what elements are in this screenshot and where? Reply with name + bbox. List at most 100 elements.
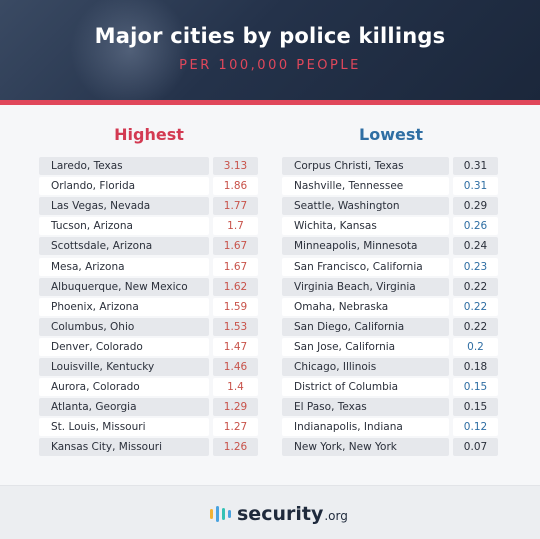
lowest-city-name: Indianapolis, Indiana: [282, 418, 449, 437]
lowest-heading: Lowest: [359, 125, 423, 144]
table-row: Denver, Colorado 1.47: [39, 337, 258, 357]
lowest-rate-value: 0.12: [453, 418, 498, 437]
highest-city-name: Denver, Colorado: [39, 337, 209, 356]
highest-rate-value: 1.29: [213, 398, 258, 417]
table-row: Scottsdale, Arizona 1.67: [39, 236, 258, 256]
highest-rate-value: 1.27: [213, 418, 258, 437]
table-row: St. Louis, Missouri 1.27: [39, 417, 258, 437]
security-org-logo: security .org: [210, 500, 348, 528]
logo-bar: [222, 508, 225, 520]
lowest-table: Corpus Christi, Texas 0.31 Nashville, Tenn…: [282, 156, 498, 457]
highest-rate-value: 1.59: [213, 297, 258, 316]
highest-heading: Highest: [114, 125, 184, 144]
table-row: Orlando, Florida 1.86: [39, 176, 258, 196]
table-row: San Diego, California 0.22: [282, 317, 498, 337]
highest-city-name: Tucson, Arizona: [39, 217, 209, 236]
table-row: Wichita, Kansas 0.26: [282, 216, 498, 236]
highest-city-name: Aurora, Colorado: [39, 378, 209, 397]
table-row: Albuquerque, New Mexico 1.62: [39, 277, 258, 297]
highest-city-name: Louisville, Kentucky: [39, 357, 209, 376]
background-photo: [70, 0, 190, 100]
highest-city-name: St. Louis, Missouri: [39, 418, 209, 437]
lowest-city-name: Corpus Christi, Texas: [282, 157, 449, 176]
lowest-city-name: San Jose, California: [282, 337, 449, 356]
lowest-rate-value: 0.22: [453, 317, 498, 336]
table-row: Kansas City, Missouri 1.26: [39, 437, 258, 457]
table-row: Mesa, Arizona 1.67: [39, 256, 258, 276]
lowest-city-name: Wichita, Kansas: [282, 217, 449, 236]
lowest-city-name: Seattle, Washington: [282, 197, 449, 216]
highest-city-name: Scottsdale, Arizona: [39, 237, 209, 256]
lowest-rate-value: 0.26: [453, 217, 498, 236]
table-row: Laredo, Texas 3.13: [39, 156, 258, 176]
lowest-rate-value: 0.29: [453, 197, 498, 216]
highest-rate-value: 3.13: [213, 157, 258, 176]
logo-bar: [228, 510, 231, 518]
table-row: New York, New York 0.07: [282, 437, 498, 457]
lowest-city-name: El Paso, Texas: [282, 398, 449, 417]
highest-rate-value: 1.26: [213, 438, 258, 457]
table-row: Seattle, Washington 0.29: [282, 196, 498, 216]
logo-bar: [210, 509, 213, 519]
lowest-city-name: Omaha, Nebraska: [282, 297, 449, 316]
lowest-city-name: Minneapolis, Minnesota: [282, 237, 449, 256]
table-row: Las Vegas, Nevada 1.77: [39, 196, 258, 216]
highest-table: Laredo, Texas 3.13 Orlando, Florida 1.86 Las…: [39, 156, 258, 457]
accent-divider: [0, 100, 540, 105]
table-row: Phoenix, Arizona 1.59: [39, 297, 258, 317]
highest-city-name: Albuquerque, New Mexico: [39, 277, 209, 296]
lowest-rate-value: 0.15: [453, 378, 498, 397]
lowest-city-name: District of Columbia: [282, 378, 449, 397]
highest-rate-value: 1.86: [213, 177, 258, 196]
table-row: Minneapolis, Minnesota 0.24: [282, 236, 498, 256]
table-row: Aurora, Colorado 1.4: [39, 377, 258, 397]
lowest-city-name: San Francisco, California: [282, 257, 449, 276]
lowest-city-name: Chicago, Illinois: [282, 357, 449, 376]
highest-rate-value: 1.62: [213, 277, 258, 296]
lowest-city-name: New York, New York: [282, 438, 449, 457]
lowest-rate-value: 0.31: [453, 157, 498, 176]
table-row: Chicago, Illinois 0.18: [282, 357, 498, 377]
lowest-city-name: San Diego, California: [282, 317, 449, 336]
highest-rate-value: 1.7: [213, 217, 258, 236]
highest-rate-value: 1.53: [213, 317, 258, 336]
table-row: El Paso, Texas 0.15: [282, 397, 498, 417]
highest-city-name: Mesa, Arizona: [39, 257, 209, 276]
highest-city-name: Atlanta, Georgia: [39, 398, 209, 417]
highest-city-name: Kansas City, Missouri: [39, 438, 209, 457]
logo-brand: security: [237, 503, 324, 525]
lowest-rate-value: 0.07: [453, 438, 498, 457]
logo-bar: [216, 506, 219, 522]
table-row: Tucson, Arizona 1.7: [39, 216, 258, 236]
lowest-rate-value: 0.18: [453, 357, 498, 376]
logo-tld: .org: [324, 509, 348, 523]
table-row: Nashville, Tennessee 0.31: [282, 176, 498, 196]
highest-city-name: Laredo, Texas: [39, 157, 209, 176]
footer-divider: [0, 485, 540, 486]
table-row: District of Columbia 0.15: [282, 377, 498, 397]
lowest-rate-value: 0.2: [453, 337, 498, 356]
highest-rate-value: 1.77: [213, 197, 258, 216]
highest-city-name: Columbus, Ohio: [39, 317, 209, 336]
table-row: Columbus, Ohio 1.53: [39, 317, 258, 337]
highest-city-name: Phoenix, Arizona: [39, 297, 209, 316]
table-row: Atlanta, Georgia 1.29: [39, 397, 258, 417]
lowest-rate-value: 0.23: [453, 257, 498, 276]
highest-rate-value: 1.4: [213, 378, 258, 397]
highest-rate-value: 1.67: [213, 257, 258, 276]
lowest-rate-value: 0.22: [453, 277, 498, 296]
table-row: Omaha, Nebraska 0.22: [282, 297, 498, 317]
lowest-city-name: Virginia Beach, Virginia: [282, 277, 449, 296]
highest-rate-value: 1.46: [213, 357, 258, 376]
table-row: Louisville, Kentucky 1.46: [39, 357, 258, 377]
lowest-rate-value: 0.22: [453, 297, 498, 316]
table-row: San Francisco, California 0.23: [282, 256, 498, 276]
header-banner: Major cities by police killings PER 100,…: [0, 0, 540, 100]
lowest-rate-value: 0.15: [453, 398, 498, 417]
highest-city-name: Orlando, Florida: [39, 177, 209, 196]
lowest-rate-value: 0.31: [453, 177, 498, 196]
page-subtitle: PER 100,000 PEOPLE: [179, 58, 361, 73]
lowest-rate-value: 0.24: [453, 237, 498, 256]
highest-rate-value: 1.47: [213, 337, 258, 356]
table-row: San Jose, California 0.2: [282, 337, 498, 357]
